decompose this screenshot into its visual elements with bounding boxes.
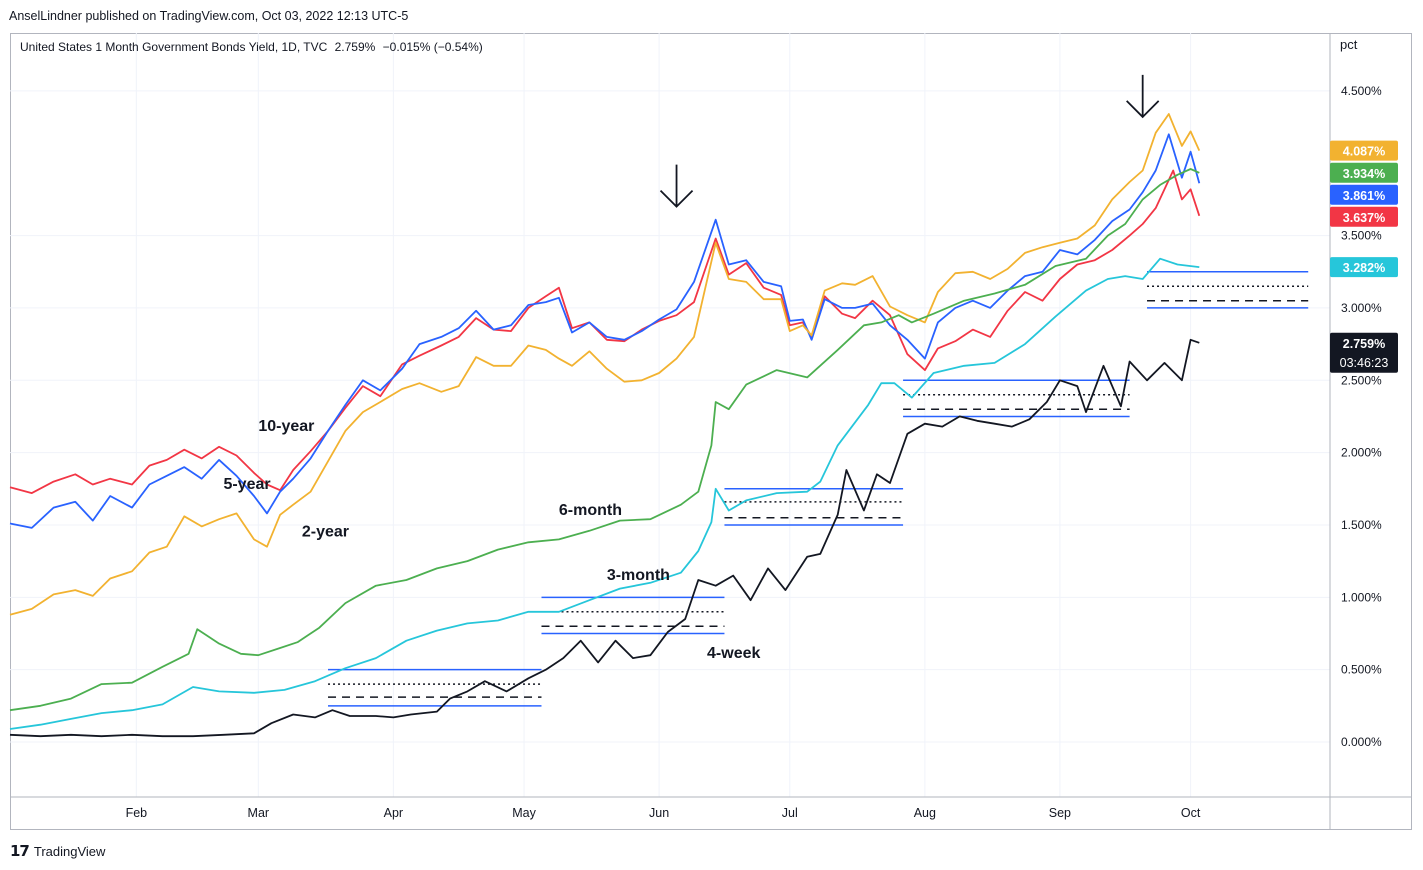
series-label-2-year: 2-year (302, 524, 349, 541)
axes: pct 4.500% 3.500% 3.000% 2.500% 2.000% 1.500% 1… (10, 33, 1412, 830)
grid-lines (10, 33, 1330, 797)
series-line-4-week (9, 338, 1200, 738)
down-arrow-icon (1126, 74, 1160, 119)
y-tick-label: 1.000% (1341, 590, 1382, 604)
y-tick-label: 2.500% (1341, 373, 1382, 387)
series-line-10-year (9, 169, 1201, 494)
series-line-3-month (9, 257, 1200, 730)
countdown-badge-label: 03:46:23 (1340, 356, 1389, 370)
x-tick-label: Jun (649, 806, 669, 820)
price-badge-2-year (1330, 140, 1398, 161)
price-badge-10-year (1330, 206, 1398, 227)
arrow-annotations (659, 74, 1160, 208)
x-tick-label: Apr (384, 806, 403, 820)
chart-frame (10, 33, 1412, 830)
x-tick-label: Feb (126, 806, 148, 820)
series-line-5-year (9, 133, 1201, 529)
price-badge-3-month (1330, 257, 1398, 278)
x-tick-label: Aug (914, 806, 936, 820)
x-tick-label: Mar (248, 806, 270, 820)
y-tick-label: 3.500% (1341, 229, 1382, 243)
price-badge-4-week (1330, 332, 1398, 373)
price-badge-label-5-year: 3.861% (1343, 189, 1385, 203)
price-badge-label-6-month: 3.934% (1343, 167, 1385, 181)
series-label-5-year: 5-year (223, 476, 270, 493)
series-lines (9, 113, 1201, 738)
series-label-4-week: 4-week (707, 645, 760, 662)
series-label-10-year: 10-year (258, 418, 314, 435)
symbol-change: −0.015% (−0.54%) (382, 40, 483, 54)
level-lines (328, 271, 1309, 707)
series-labels: 10-year 5-year 2-year 6-month 3-month 4-week (223, 418, 760, 662)
symbol-legend: United States 1 Month Government Bonds Y… (20, 40, 487, 54)
x-tick-label: Jul (782, 806, 798, 820)
series-label-6-month: 6-month (559, 502, 622, 519)
y-tick-label: 3.000% (1341, 301, 1382, 315)
x-tick-label: Sep (1049, 806, 1071, 820)
symbol-title: United States 1 Month Government Bonds Y… (20, 40, 328, 54)
price-badge-5-year (1330, 184, 1398, 205)
price-badge-label-4-week: 2.759% (1343, 337, 1385, 351)
y-axis-label: pct (1340, 37, 1358, 52)
series-label-3-month: 3-month (607, 567, 670, 584)
publisher-credit: AnselLindner published on TradingView.co… (9, 9, 409, 23)
price-badge-6-month (1330, 162, 1398, 183)
tradingview-logo[interactable]: 17 TradingView (10, 842, 105, 860)
series-line-2-year (9, 113, 1201, 616)
symbol-price: 2.759% (334, 40, 376, 54)
y-tick-label: 0.000% (1341, 735, 1382, 749)
x-tick-label: May (512, 806, 536, 820)
price-badges: 4.087% 3.934% 3.861% 3.637% 3.282% 2.759% 03:4… (1330, 140, 1398, 373)
tradingview-logo-icon: 17 (10, 842, 30, 860)
price-badge-label-2-year: 4.087% (1343, 145, 1385, 159)
price-badge-label-3-month: 3.282% (1343, 261, 1385, 275)
y-tick-label: 4.500% (1341, 84, 1382, 98)
down-arrow-icon (659, 164, 694, 208)
y-tick-label: 1.500% (1341, 518, 1382, 532)
x-tick-label: Oct (1181, 806, 1201, 820)
price-badge-label-10-year: 3.637% (1343, 211, 1385, 225)
y-tick-label: 0.500% (1341, 663, 1382, 677)
series-line-6-month (9, 168, 1200, 712)
y-tick-label: 2.000% (1341, 446, 1382, 460)
tradingview-brand: TradingView (33, 843, 106, 859)
